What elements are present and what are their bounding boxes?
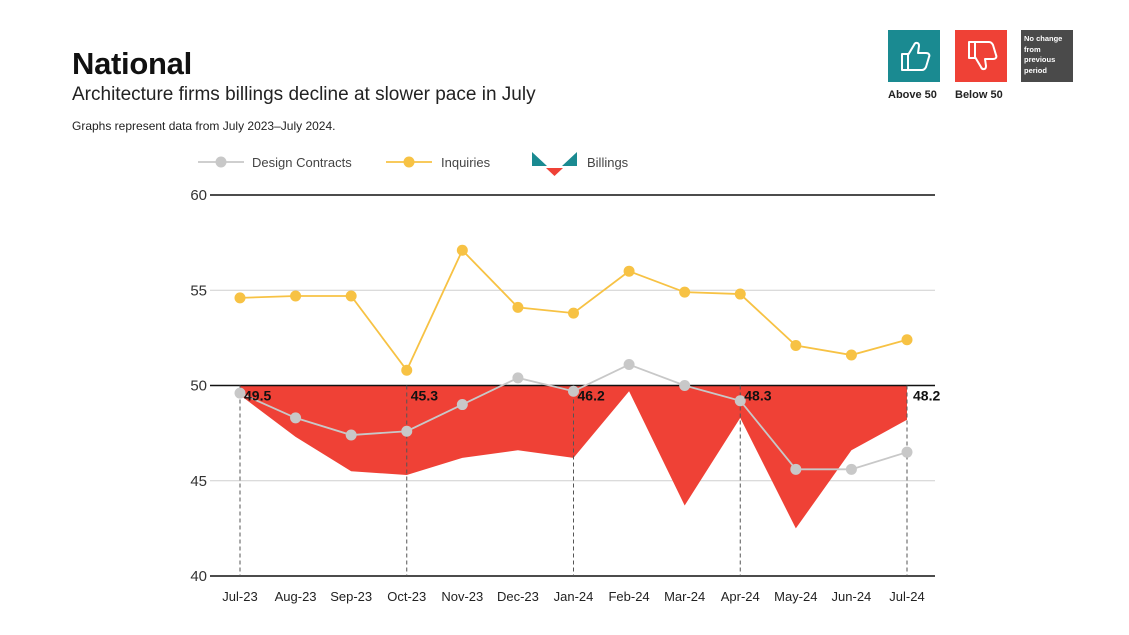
inquiries-point [456, 244, 468, 256]
x-tick-label: Jul-23 [222, 589, 257, 604]
y-tick-label: 60 [190, 187, 207, 204]
x-tick-label: Dec-23 [497, 589, 539, 604]
billings-value-label: 45.3 [411, 388, 438, 404]
inquiries-point [623, 265, 635, 277]
inquiries-point [845, 349, 857, 361]
legend-billings-up-swatch [532, 152, 547, 166]
design-contracts-point [345, 429, 357, 441]
no-change-key: No change from previous period [1021, 30, 1073, 82]
design-contracts-point [290, 412, 302, 424]
design-contracts-point [790, 463, 802, 475]
design-contracts-point [679, 380, 691, 391]
thumbs-up-icon [888, 30, 940, 82]
no-change-line: No change [1024, 34, 1063, 43]
inquiries-point [901, 334, 913, 346]
design-contracts-point [568, 385, 579, 397]
y-tick-label: 55 [190, 282, 207, 299]
billings-value-label: 48.2 [913, 388, 940, 404]
design-contracts-point [456, 399, 468, 411]
legend-billings-label: Billings [587, 155, 629, 170]
no-change-line: previous [1024, 55, 1056, 64]
y-tick-label: 50 [190, 378, 207, 395]
inquiries-point [345, 290, 357, 302]
x-tick-label: Jun-24 [832, 589, 872, 604]
inquiries-point [734, 288, 746, 300]
legend-inquiries-marker [403, 156, 415, 168]
legend-billings-up-swatch [562, 152, 577, 166]
no-change-line: from [1024, 44, 1041, 54]
page-subtitle: Architecture firms billings decline at s… [72, 84, 536, 105]
no-change-line: period [1024, 65, 1047, 75]
x-tick-label: Jan-24 [554, 589, 594, 604]
inquiries-point [512, 301, 524, 313]
x-tick-label: Nov-23 [441, 589, 483, 604]
inquiries-point [234, 292, 246, 304]
inquiries-point [568, 307, 579, 319]
x-tick-label: Mar-24 [664, 589, 705, 604]
design-contracts-point [623, 359, 635, 371]
above-50-key [888, 30, 940, 82]
design-contracts-point [901, 446, 913, 458]
x-tick-label: Aug-23 [275, 589, 317, 604]
billings-value-label: 49.5 [244, 388, 271, 404]
above-50-label: Above 50 [888, 89, 937, 101]
below-50-key [955, 30, 1007, 82]
billings-value-label: 46.2 [578, 388, 605, 404]
x-tick-label: Jul-24 [889, 589, 924, 604]
x-tick-label: May-24 [774, 589, 817, 604]
x-tick-label: Feb-24 [608, 589, 649, 604]
x-tick-label: Apr-24 [721, 589, 760, 604]
legend-design-contracts-marker [215, 156, 227, 168]
thumbs-down-icon [955, 30, 1007, 82]
design-contracts-point [234, 387, 246, 399]
y-tick-label: 40 [190, 568, 207, 585]
y-tick-label: 45 [190, 473, 207, 490]
legend-inquiries-label: Inquiries [441, 155, 491, 170]
inquiries-point [679, 286, 691, 298]
design-contracts-point [734, 395, 746, 407]
legend-design-contracts-label: Design Contracts [252, 155, 352, 170]
design-contracts-point [845, 463, 857, 475]
x-tick-label: Oct-23 [387, 589, 426, 604]
design-contracts-point [401, 425, 413, 437]
legend-billings-down-swatch [546, 168, 563, 176]
below-50-label: Below 50 [955, 89, 1003, 101]
billings-value-label: 48.3 [744, 388, 771, 404]
design-contracts-point [512, 372, 524, 384]
inquiries-point [401, 364, 413, 376]
page-title: National [72, 46, 192, 81]
data-range-note: Graphs represent data from July 2023–Jul… [72, 119, 336, 133]
inquiries-point [290, 290, 302, 302]
inquiries-point [790, 339, 802, 351]
x-tick-label: Sep-23 [330, 589, 372, 604]
